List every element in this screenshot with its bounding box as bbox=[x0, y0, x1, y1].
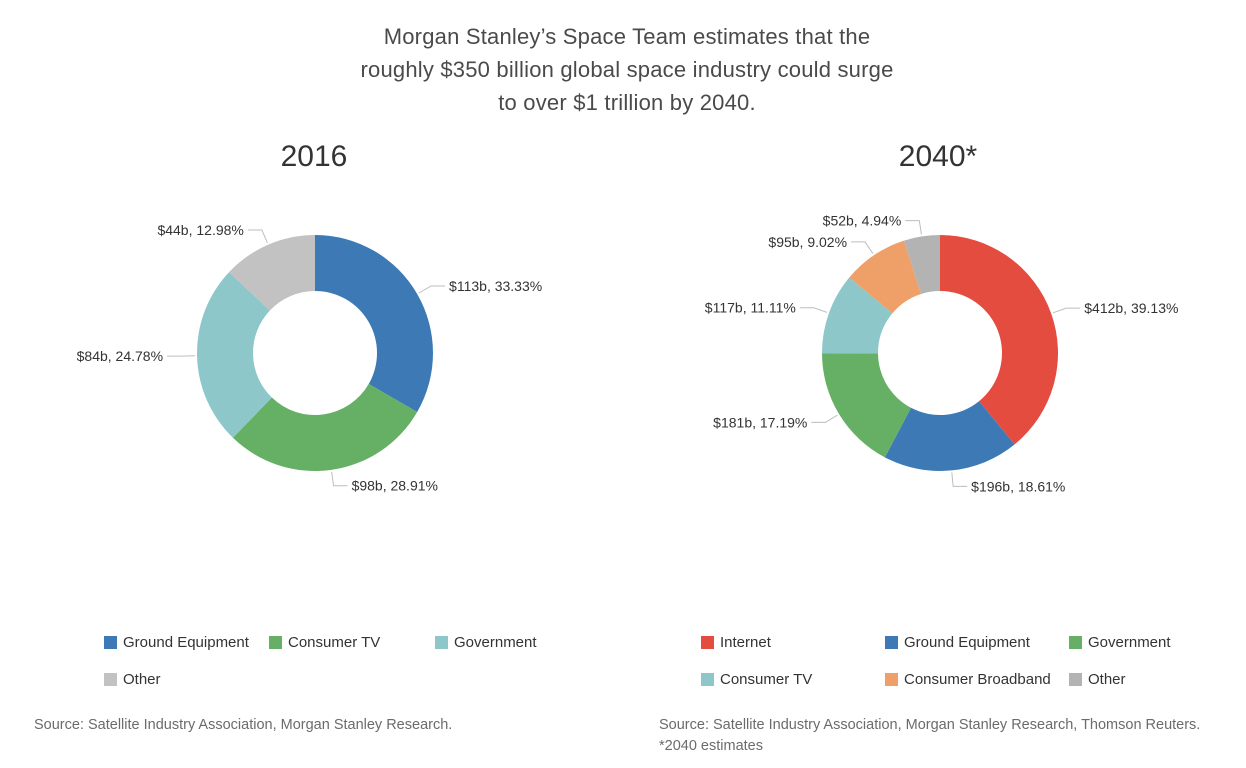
legend-label: Consumer TV bbox=[288, 634, 381, 651]
leader-line bbox=[799, 307, 828, 313]
slice-consumer-tv bbox=[822, 277, 893, 354]
legend-swatch bbox=[269, 636, 282, 649]
slice-consumer-broadband bbox=[849, 240, 922, 314]
data-label-government: $84b, 24.78% bbox=[77, 348, 163, 364]
legend-label: Other bbox=[123, 671, 161, 688]
leader-line bbox=[811, 414, 838, 423]
leader-line bbox=[247, 229, 268, 244]
slice-other bbox=[229, 235, 315, 311]
leader-line bbox=[905, 220, 922, 235]
donut-chart-2040: $412b, 39.13% $196b, 18.61% $181b, 17.19% $… bbox=[705, 213, 1179, 495]
legend-item-consumer-tv: Consumer TV bbox=[701, 671, 812, 688]
slice-ground-equipment bbox=[315, 235, 433, 412]
data-label-ground-equipment: $196b, 18.61% bbox=[971, 478, 1065, 494]
legend-item-other: Other bbox=[104, 671, 161, 688]
slice-consumer-tv bbox=[232, 384, 418, 471]
headline-line-3: to over $1 trillion by 2040. bbox=[498, 90, 756, 115]
legend-label: Consumer TV bbox=[720, 671, 813, 688]
legend-swatch bbox=[1069, 673, 1082, 686]
chart-title-2016: 2016 bbox=[280, 140, 348, 173]
data-label-other: $52b, 4.94% bbox=[823, 213, 902, 229]
slice-internet bbox=[940, 235, 1058, 445]
data-label-consumer-tv: $98b, 28.91% bbox=[352, 478, 438, 494]
legend-swatch bbox=[435, 636, 448, 649]
leader-line bbox=[418, 285, 446, 294]
headline: Morgan Stanley’s Space Team estimates th… bbox=[280, 20, 974, 119]
chart-title-2040: 2040* bbox=[898, 140, 978, 173]
legend-swatch bbox=[701, 636, 714, 649]
data-label-other: $44b, 12.98% bbox=[157, 222, 243, 238]
slice-other bbox=[903, 235, 940, 294]
legend-item-consumer-tv: Consumer TV bbox=[269, 634, 380, 651]
legend-label: Ground Equipment bbox=[123, 634, 249, 651]
donut-chart-2016: $113b, 33.33% $98b, 28.91% $84b, 24.78% $44… bbox=[77, 222, 543, 494]
legend-label: Government bbox=[1088, 634, 1171, 651]
data-label-ground-equipment: $113b, 33.33% bbox=[449, 278, 542, 294]
leader-line bbox=[1052, 307, 1081, 314]
data-label-consumer-broadband: $95b, 9.02% bbox=[768, 234, 847, 250]
legend-swatch bbox=[104, 673, 117, 686]
leader-line bbox=[951, 472, 968, 487]
leader-line bbox=[331, 471, 348, 487]
headline-line-1: Morgan Stanley’s Space Team estimates th… bbox=[383, 24, 871, 49]
legend-swatch bbox=[701, 673, 714, 686]
legend-label: Government bbox=[454, 634, 537, 651]
leader-line bbox=[851, 241, 874, 254]
legend-swatch bbox=[885, 636, 898, 649]
legend-label: Consumer Broadband bbox=[904, 671, 1051, 688]
slice-government bbox=[822, 353, 912, 458]
data-label-consumer-tv: $117b, 11.11% bbox=[705, 300, 796, 316]
slice-government bbox=[197, 272, 272, 438]
slice-ground-equipment bbox=[884, 401, 1015, 471]
legend-item-internet: Internet bbox=[701, 634, 771, 651]
legend-swatch bbox=[885, 673, 898, 686]
data-label-government: $181b, 17.19% bbox=[713, 414, 807, 430]
legend-item-consumer-broadband: Consumer Broadband bbox=[885, 671, 1051, 688]
legend-item-other: Other bbox=[1069, 671, 1126, 688]
legend-item-government: Government bbox=[435, 634, 537, 651]
legend-label: Ground Equipment bbox=[904, 634, 1030, 651]
legend-label: Other bbox=[1088, 671, 1126, 688]
legend-swatch bbox=[104, 636, 117, 649]
legend-swatch bbox=[1069, 636, 1082, 649]
legend-item-ground-equipment: Ground Equipment bbox=[104, 634, 249, 651]
headline-line-2: roughly $350 billion global space indust… bbox=[360, 57, 894, 82]
source-note-2016: Source: Satellite Industry Association, … bbox=[34, 717, 453, 733]
legend-item-government: Government bbox=[1069, 634, 1171, 651]
source-note-2040: Source: Satellite Industry Association, … bbox=[659, 717, 1201, 754]
legend-label: Internet bbox=[720, 634, 771, 651]
data-label-internet: $412b, 39.13% bbox=[1084, 300, 1178, 316]
legend-item-ground-equipment: Ground Equipment bbox=[885, 634, 1030, 651]
